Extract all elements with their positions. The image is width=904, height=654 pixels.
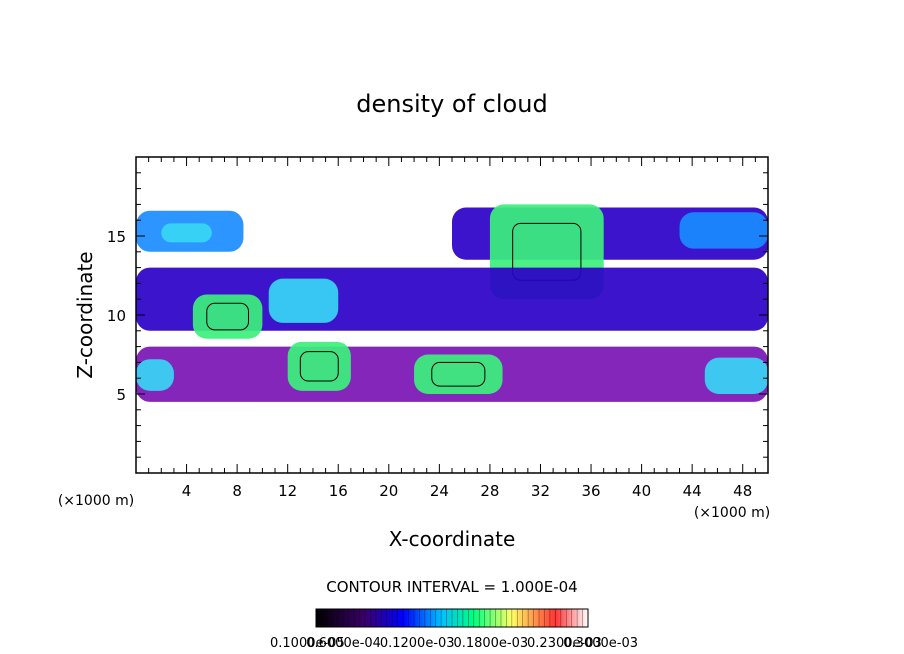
contour-line [431,361,486,387]
x-tick-label: 4 [182,482,192,500]
x-tick-label: 20 [379,482,398,500]
x-tick-label: 12 [278,482,297,500]
x-axis: 4 8 12 16 20 24 28 32 36 40 44 48 [148,157,756,500]
y-axis-unit: (×1000 m) [58,493,134,509]
x-tick-label: 16 [329,482,348,500]
x-tick-label: 40 [632,482,651,500]
x-tick-label: 44 [683,482,702,500]
colorbar-label: 0.6000e-04 [306,636,381,651]
colorbar-label: 0.1200e-03 [380,636,455,651]
colorbar-label: 0.3000e-03 [563,636,638,651]
colorbar-ticks [321,609,583,627]
colorbar-label: 0.1000e-05 [270,636,345,651]
y-tick-label: 15 [107,228,126,246]
density-region [136,359,174,391]
x-tick-label: 36 [581,482,600,500]
y-axis: 5 10 15 [107,172,768,458]
density-region [268,278,339,323]
density-region [287,341,351,391]
colorbar-label: 0.1800e-03 [453,636,528,651]
x-axis-label: X-coordinate [389,527,516,551]
contour-line [299,351,339,382]
contour-interval-label: CONTOUR INTERVAL = 1.000E-04 [326,578,577,596]
y-axis-label: Z-coordinate [73,251,97,378]
x-tick-label: 24 [430,482,449,500]
density-region [192,294,263,339]
colorbar-label: 0.2300e-03 [527,636,602,651]
colorbar-labels: 0.1000e-050.6000e-040.1200e-030.1800e-03… [270,636,638,651]
density-region [414,354,503,394]
colorbar [315,608,589,628]
x-tick-label: 48 [733,482,752,500]
y-tick-label: 5 [116,386,126,404]
x-tick-label: 8 [232,482,242,500]
chart-title: density of cloud [356,90,547,118]
x-tick-label: 32 [531,482,550,500]
density-region [704,357,768,394]
density-region [679,212,768,249]
x-tick-label: 28 [480,482,499,500]
density-region [161,223,212,243]
y-tick-label: 10 [107,307,126,325]
cloud-density-field [136,204,768,402]
contour-line [206,302,249,331]
x-axis-unit: (×1000 m) [694,505,770,521]
